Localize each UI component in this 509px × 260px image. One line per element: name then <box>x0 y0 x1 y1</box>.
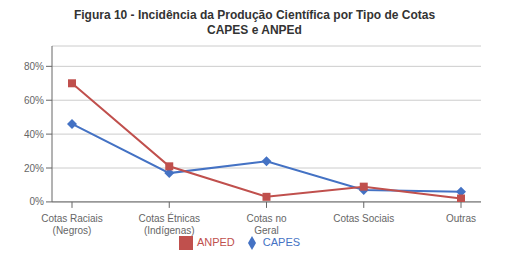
svg-text:20%: 20% <box>24 163 44 174</box>
html-text:ANPED: ANPED <box>196 235 235 248</box>
svg-text:80%: 80% <box>24 61 44 72</box>
svg-text:40%: 40% <box>24 129 44 140</box>
svg-text:60%: 60% <box>24 95 44 106</box>
svg-text:Outras: Outras <box>446 213 476 224</box>
svg-text:Cotas Étnicas(Indígenas): Cotas Étnicas(Indígenas) <box>138 212 200 236</box>
svg-text:0%: 0% <box>30 196 45 207</box>
html-text:CAPES e ANPEd: CAPES e ANPEd <box>207 23 302 37</box>
svg-text:Cotas Raciais(Negros): Cotas Raciais(Negros) <box>41 213 103 236</box>
html-text:CAPES: CAPES <box>262 235 301 248</box>
svg-text:Cotas noGeral: Cotas noGeral <box>246 213 286 236</box>
html-text:Figura 10 - Incidência da Prod: Figura 10 - Incidência da Produção Cient… <box>73 8 436 22</box>
svg-text:Cotas Sociais: Cotas Sociais <box>333 213 394 224</box>
